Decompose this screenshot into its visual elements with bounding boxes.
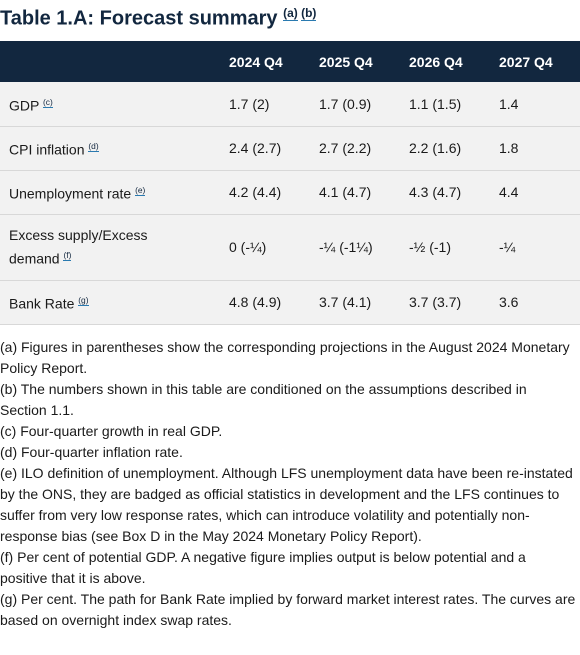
column-header: 2025 Q4 bbox=[319, 53, 373, 70]
header-row: 2024 Q4 2025 Q4 2026 Q4 2027 Q4 bbox=[0, 41, 580, 82]
table-header: 2024 Q4 2025 Q4 2026 Q4 2027 Q4 bbox=[0, 41, 580, 82]
table-cell: 1.1 (1.5) bbox=[400, 82, 490, 127]
table-cell: 4.1 (4.7) bbox=[310, 170, 400, 215]
table-cell: 4.4 bbox=[490, 170, 580, 215]
footnote: (e) ILO definition of unemployment. Alth… bbox=[0, 464, 573, 544]
title-notes: (a) (b) bbox=[283, 6, 317, 21]
note-link[interactable]: (g) bbox=[78, 295, 89, 307]
footnote: (g) Per cent. The path for Bank Rate imp… bbox=[0, 590, 576, 628]
table-cell: 2.7 (2.2) bbox=[310, 126, 400, 171]
table-cell: 1.4 bbox=[490, 82, 580, 127]
header-cell bbox=[0, 41, 220, 82]
note-link[interactable]: (e) bbox=[135, 185, 146, 197]
table-cell: 1.7 (0.9) bbox=[310, 82, 400, 127]
table-cell: 1.7 (2) bbox=[220, 82, 310, 127]
footnote: (f) Per cent of potential GDP. A negativ… bbox=[0, 548, 526, 586]
note-ref: (d) bbox=[88, 141, 99, 153]
table-cell: -¼ bbox=[490, 214, 580, 281]
label-text: GDP bbox=[9, 97, 40, 114]
note-ref: (f) bbox=[63, 250, 72, 262]
column-header: 2026 Q4 bbox=[409, 53, 463, 70]
table-row: Excess supply/Excess demand (f) 0 (-¼) -¼ … bbox=[0, 214, 580, 281]
column-header: 2024 Q4 bbox=[229, 53, 283, 70]
label-text: Excess supply/Excess demand bbox=[9, 227, 148, 267]
note-ref: (c) bbox=[42, 96, 53, 108]
note-ref: (g) bbox=[78, 295, 89, 307]
table-title: Table 1.A: Forecast summary (a) (b) bbox=[0, 0, 580, 41]
table-row: Bank Rate (g) 4.8 (4.9) 3.7 (4.1) 3.7 (3.7)… bbox=[0, 280, 580, 325]
footnote: (c) Four-quarter growth in real GDP. bbox=[0, 422, 223, 439]
table-cell: 3.7 (4.1) bbox=[310, 280, 400, 325]
table-cell: 1.8 bbox=[490, 126, 580, 171]
forecast-table: 2024 Q4 2025 Q4 2026 Q4 2027 Q4 GDP (c) 1.7 … bbox=[0, 41, 580, 325]
row-label: Unemployment rate (e) bbox=[0, 170, 220, 215]
table-cell: 4.8 (4.9) bbox=[220, 280, 310, 325]
footnote: (a) Figures in parentheses show the corr… bbox=[0, 338, 570, 376]
column-header: 2027 Q4 bbox=[499, 53, 553, 70]
note-link[interactable]: (c) bbox=[42, 96, 53, 108]
note-link[interactable]: (d) bbox=[88, 141, 99, 153]
table-cell: 3.7 (3.7) bbox=[400, 280, 490, 325]
table-cell: 4.2 (4.4) bbox=[220, 170, 310, 215]
footnote: (d) Four-quarter inflation rate. bbox=[0, 443, 183, 460]
table-row: CPI inflation (d) 2.4 (2.7) 2.7 (2.2) 2.2 (… bbox=[0, 126, 580, 171]
table-row: Unemployment rate (e) 4.2 (4.4) 4.1 (4.7) 4… bbox=[0, 170, 580, 215]
footnotes: (a) Figures in parentheses show the corr… bbox=[0, 325, 580, 631]
table-cell: 3.6 bbox=[490, 280, 580, 325]
table-cell: -½ (-1) bbox=[400, 214, 490, 281]
row-label: CPI inflation (d) bbox=[0, 126, 220, 171]
table-cell: 2.2 (1.6) bbox=[400, 126, 490, 171]
note-link[interactable]: (f) bbox=[63, 250, 72, 262]
title-text: Table 1.A: Forecast summary bbox=[0, 7, 278, 30]
row-label: GDP (c) bbox=[0, 82, 220, 127]
table-cell: 0 (-¼) bbox=[220, 214, 310, 281]
row-label: Bank Rate (g) bbox=[0, 280, 220, 325]
label-text: CPI inflation bbox=[9, 141, 85, 158]
table-row: GDP (c) 1.7 (2) 1.7 (0.9) 1.1 (1.5) 1.4 bbox=[0, 82, 580, 127]
label-text: Bank Rate bbox=[9, 295, 75, 312]
note-link[interactable]: (a) bbox=[283, 6, 298, 21]
note-link[interactable]: (b) bbox=[301, 6, 317, 21]
row-label: Excess supply/Excess demand (f) bbox=[0, 214, 220, 281]
table-cell: 2.4 (2.7) bbox=[220, 126, 310, 171]
table-body: GDP (c) 1.7 (2) 1.7 (0.9) 1.1 (1.5) 1.4 CPI i… bbox=[0, 82, 580, 325]
label-text: Unemployment rate bbox=[9, 185, 132, 202]
note-ref: (e) bbox=[135, 185, 146, 197]
table-cell: 4.3 (4.7) bbox=[400, 170, 490, 215]
footnote: (b) The numbers shown in this table are … bbox=[0, 380, 527, 418]
table-cell: -¼ (-1¼) bbox=[310, 214, 400, 281]
